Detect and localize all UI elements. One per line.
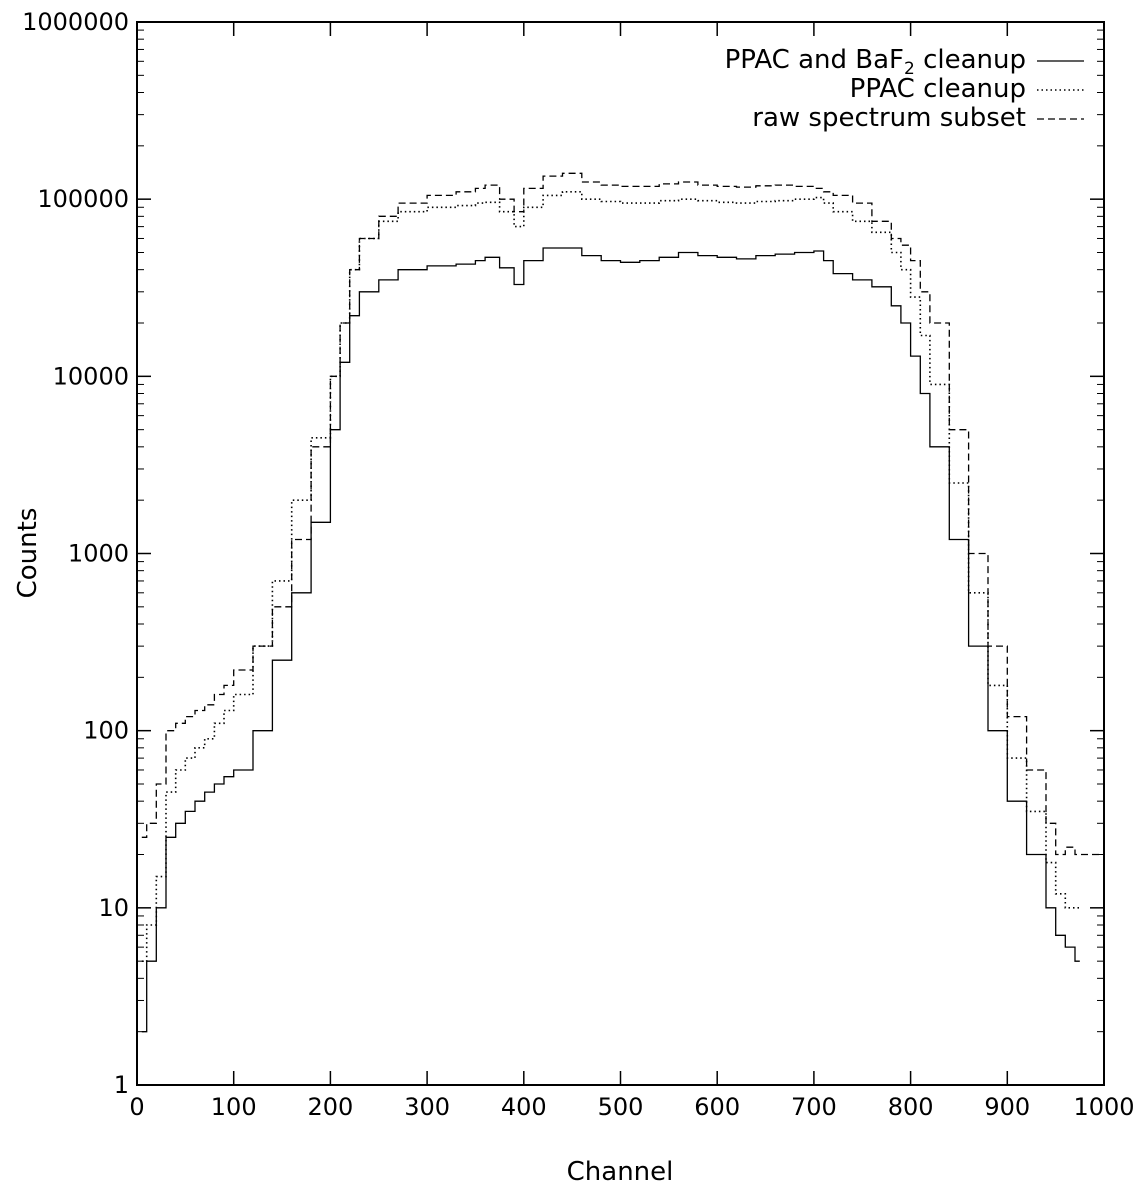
x-tick-label: 900 <box>984 1093 1030 1121</box>
legend-label: PPAC cleanup <box>850 74 1026 104</box>
x-tick-label: 0 <box>129 1093 144 1121</box>
x-tick-label: 800 <box>888 1093 934 1121</box>
y-tick-label: 100000 <box>37 185 129 213</box>
legend-label: raw spectrum subset <box>752 103 1026 133</box>
y-tick-label: 10 <box>98 894 129 922</box>
y-tick-label: 1000 <box>68 540 129 568</box>
series-line-3 <box>141 172 1105 877</box>
legend-label: PPAC and BaF2 cleanup <box>725 45 1026 79</box>
x-tick-label: 600 <box>694 1093 740 1121</box>
x-tick-label: 300 <box>404 1093 450 1121</box>
x-tick-label: 1000 <box>1073 1093 1134 1121</box>
x-tick-label: 400 <box>501 1093 547 1121</box>
tick-labels: 0 100 200 300 400 500 600 700 800 900 1000 1 10 100 10… <box>22 8 1134 1121</box>
series-line-2 <box>141 191 1080 962</box>
x-tick-label: 500 <box>598 1093 644 1121</box>
plot-frame <box>136 21 1105 1086</box>
y-tick-label: 1 <box>114 1071 129 1099</box>
y-tick-label: 100 <box>83 717 129 745</box>
x-tick-label: 700 <box>791 1093 837 1121</box>
y-axis-title: Counts <box>13 508 43 599</box>
x-tick-label: 200 <box>307 1093 353 1121</box>
series-layer <box>141 172 1105 1033</box>
series-line-1 <box>141 247 1080 1033</box>
axis-ticks <box>136 21 1105 1086</box>
x-axis-title: Channel <box>567 1157 674 1185</box>
x-tick-label: 100 <box>211 1093 257 1121</box>
y-tick-label: 1000000 <box>22 8 129 36</box>
y-tick-label: 10000 <box>53 362 129 390</box>
